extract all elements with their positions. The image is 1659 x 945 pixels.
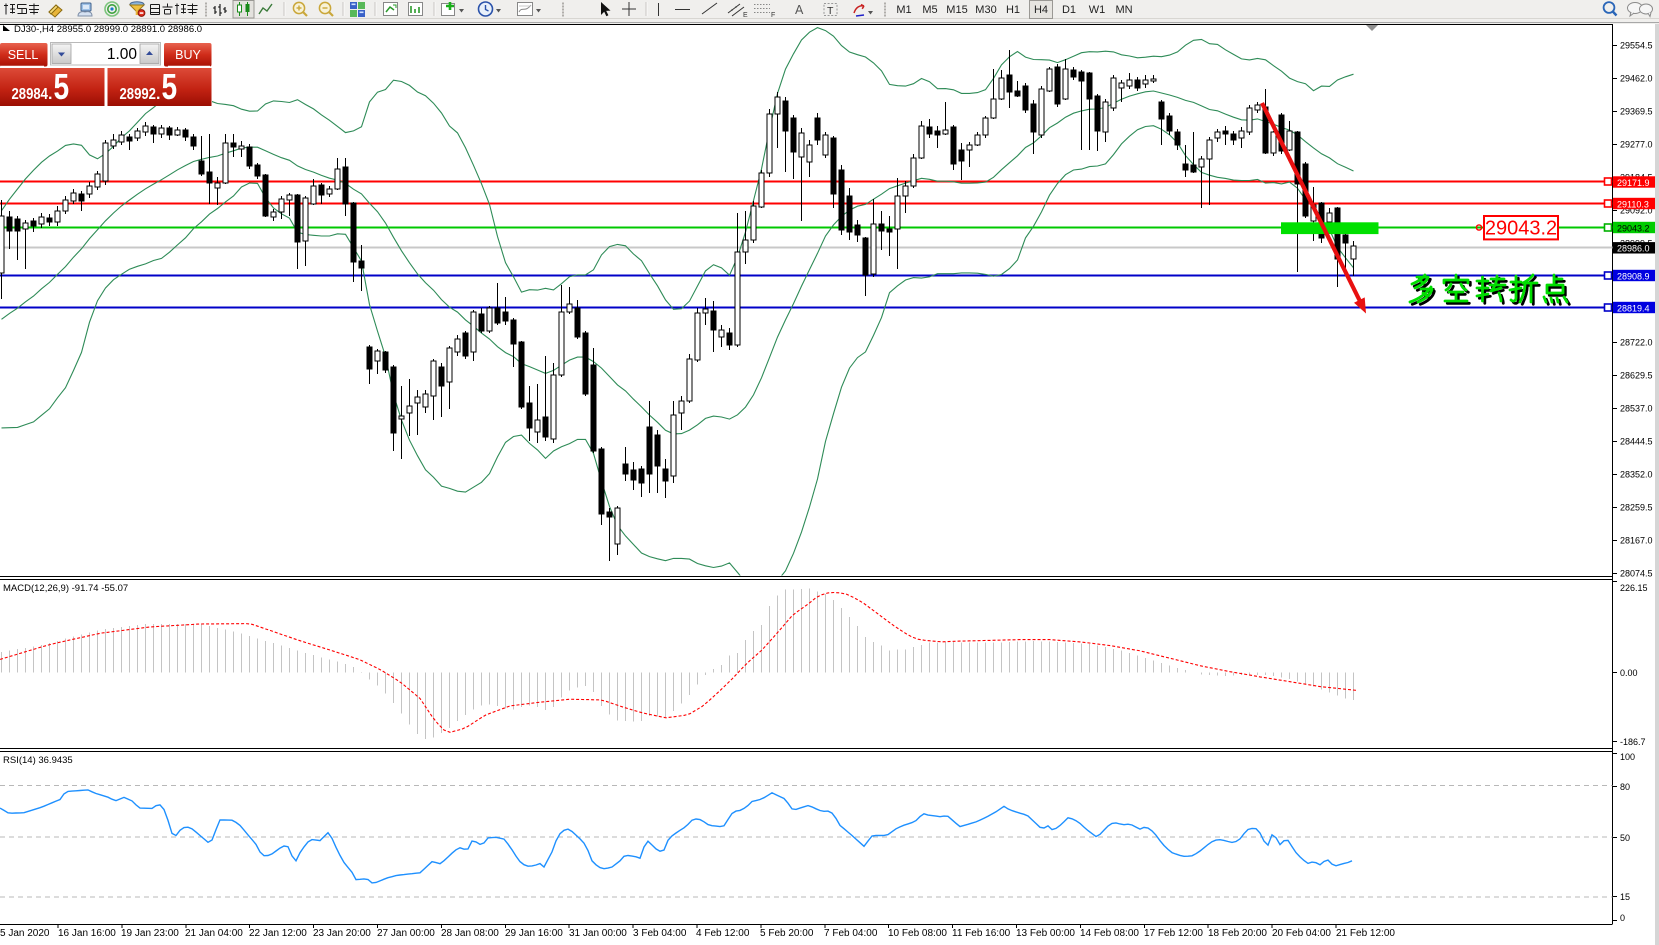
svg-text:10 Feb 08:00: 10 Feb 08:00 — [888, 928, 947, 939]
svg-text:21 Jan 04:00: 21 Jan 04:00 — [185, 928, 243, 939]
svg-text:17 Feb 12:00: 17 Feb 12:00 — [1144, 928, 1203, 939]
svg-text:A: A — [795, 3, 804, 17]
svg-text:28259.5: 28259.5 — [1620, 503, 1653, 513]
svg-text:28984: 28984 — [12, 86, 49, 103]
svg-text:28074.5: 28074.5 — [1620, 569, 1653, 579]
svg-text:18 Feb 20:00: 18 Feb 20:00 — [1208, 928, 1267, 939]
svg-text:7 Feb 04:00: 7 Feb 04:00 — [824, 928, 878, 939]
svg-text:22 Jan 12:00: 22 Jan 12:00 — [249, 928, 307, 939]
svg-text:11 Feb 16:00: 11 Feb 16:00 — [952, 928, 1011, 939]
svg-text:28537.0: 28537.0 — [1620, 404, 1653, 414]
svg-text:DJ30-,H4 28955.0 28999.0 2889: DJ30-,H4 28955.0 28999.0 28891.0 28986.0 — [14, 24, 202, 35]
svg-text:0.00: 0.00 — [1620, 668, 1638, 678]
svg-text:28986.0: 28986.0 — [1617, 244, 1650, 254]
svg-text:RSI(14) 36.9435: RSI(14) 36.9435 — [3, 755, 73, 766]
svg-text:29462.0: 29462.0 — [1620, 74, 1653, 84]
svg-text:5 Feb 20:00: 5 Feb 20:00 — [760, 928, 814, 939]
svg-text:19 Jan 23:00: 19 Jan 23:00 — [121, 928, 179, 939]
svg-text:28352.0: 28352.0 — [1620, 470, 1653, 480]
svg-text:28722.0: 28722.0 — [1620, 338, 1653, 348]
svg-text:28167.0: 28167.0 — [1620, 536, 1653, 546]
svg-text:BUY: BUY — [175, 48, 201, 62]
svg-text:H4: H4 — [1034, 4, 1048, 16]
svg-text:E: E — [743, 12, 748, 19]
svg-text:28992: 28992 — [120, 86, 156, 103]
svg-text:4 Feb 12:00: 4 Feb 12:00 — [696, 928, 750, 939]
svg-text:50: 50 — [1620, 833, 1630, 843]
svg-text:14 Feb 08:00: 14 Feb 08:00 — [1080, 928, 1139, 939]
svg-text:SELL: SELL — [8, 48, 39, 62]
svg-text:5: 5 — [54, 67, 70, 107]
svg-text:3 Feb 04:00: 3 Feb 04:00 — [633, 928, 687, 939]
svg-text:28 Jan 08:00: 28 Jan 08:00 — [441, 928, 499, 939]
svg-text:-186.7: -186.7 — [1620, 737, 1646, 747]
svg-text:226.15: 226.15 — [1620, 583, 1648, 593]
svg-text:29277.0: 29277.0 — [1620, 140, 1653, 150]
svg-text:100: 100 — [1620, 752, 1635, 762]
svg-text:MN: MN — [1115, 4, 1132, 16]
svg-text:20 Feb 04:00: 20 Feb 04:00 — [1272, 928, 1331, 939]
svg-text:1.00: 1.00 — [107, 46, 138, 63]
svg-text:D1: D1 — [1062, 4, 1076, 16]
svg-text:29 Jan 16:00: 29 Jan 16:00 — [505, 928, 563, 939]
svg-text:31 Jan 00:00: 31 Jan 00:00 — [569, 928, 627, 939]
svg-text:H1: H1 — [1006, 4, 1020, 16]
svg-text:13 Feb 00:00: 13 Feb 00:00 — [1016, 928, 1075, 939]
svg-text:M5: M5 — [922, 4, 937, 16]
svg-text:MACD(12,26,9) -91.74 -55.07: MACD(12,26,9) -91.74 -55.07 — [3, 583, 128, 594]
svg-text:M15: M15 — [946, 4, 967, 16]
svg-text:5: 5 — [162, 67, 178, 107]
svg-text:M30: M30 — [975, 4, 996, 16]
svg-text:29369.5: 29369.5 — [1620, 107, 1653, 117]
svg-text:23 Jan 20:00: 23 Jan 20:00 — [313, 928, 371, 939]
svg-text:.: . — [48, 86, 52, 103]
svg-text:15: 15 — [1620, 892, 1630, 902]
svg-text:28444.5: 28444.5 — [1620, 437, 1653, 447]
svg-text:T: T — [827, 5, 834, 17]
svg-text:28629.5: 28629.5 — [1620, 371, 1653, 381]
svg-text:80: 80 — [1620, 782, 1630, 792]
svg-text:28819.4: 28819.4 — [1617, 303, 1650, 313]
svg-text:M1: M1 — [896, 4, 911, 16]
svg-text:F: F — [771, 12, 775, 19]
svg-text:W1: W1 — [1089, 4, 1106, 16]
svg-text:29043.2: 29043.2 — [1485, 218, 1557, 240]
svg-text:16 Jan 16:00: 16 Jan 16:00 — [58, 928, 116, 939]
svg-text:29110.3: 29110.3 — [1617, 199, 1649, 209]
svg-text:21 Feb 12:00: 21 Feb 12:00 — [1336, 928, 1395, 939]
svg-text:29171.9: 29171.9 — [1617, 178, 1650, 188]
svg-text:5 Jan 2020: 5 Jan 2020 — [0, 928, 50, 939]
svg-text:28908.9: 28908.9 — [1617, 271, 1650, 281]
svg-text:29092.0: 29092.0 — [1620, 206, 1653, 216]
svg-text:29043.2: 29043.2 — [1617, 223, 1650, 233]
svg-text:.: . — [156, 86, 160, 103]
svg-text:29554.5: 29554.5 — [1620, 41, 1653, 51]
svg-text:0: 0 — [1620, 913, 1625, 923]
svg-text:27 Jan 00:00: 27 Jan 00:00 — [377, 928, 435, 939]
